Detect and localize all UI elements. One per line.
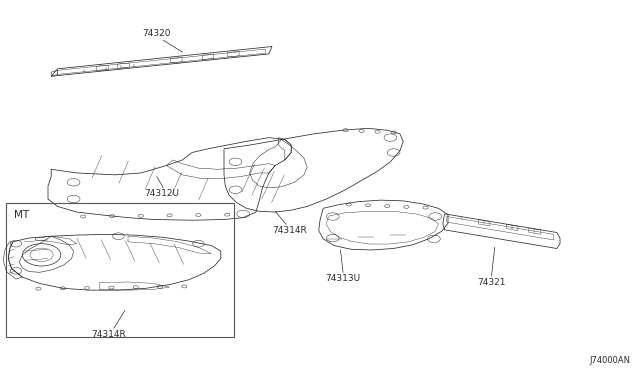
Bar bbox=[6, 203, 234, 337]
Text: 74314R: 74314R bbox=[273, 226, 307, 235]
Text: 74314R: 74314R bbox=[92, 330, 126, 339]
Text: MT: MT bbox=[14, 210, 29, 220]
Text: 74312U: 74312U bbox=[145, 189, 179, 198]
Text: J74000AN: J74000AN bbox=[589, 356, 630, 365]
Text: 74313U: 74313U bbox=[326, 274, 360, 283]
Text: 74320: 74320 bbox=[143, 29, 171, 38]
Text: 74321: 74321 bbox=[477, 278, 506, 286]
